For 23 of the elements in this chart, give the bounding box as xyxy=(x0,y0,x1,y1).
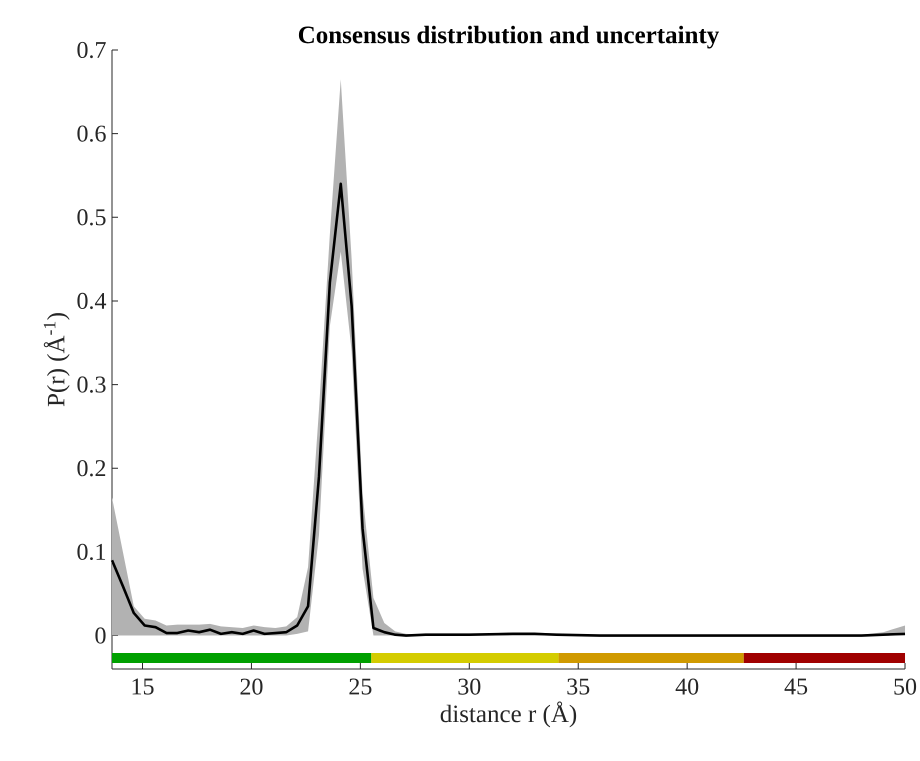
chart-title: Consensus distribution and uncertainty xyxy=(298,26,720,48)
y-tick-label: 0.5 xyxy=(77,209,106,226)
x-tick-label: 45 xyxy=(784,678,808,695)
y-tick-label: 0.6 xyxy=(77,125,106,142)
bar xyxy=(558,653,744,663)
x-tick-label: 25 xyxy=(349,678,372,695)
y-tick-label: 0.2 xyxy=(77,460,106,476)
bar xyxy=(744,653,906,663)
y-axis-title: P(r) (Å$^{-1}$) xyxy=(44,313,70,406)
x-tick-label: 40 xyxy=(676,678,698,695)
y-tick-label: 0 xyxy=(95,627,106,644)
x-tick-label: 30 xyxy=(458,678,480,695)
x-tick-label: 20 xyxy=(240,678,263,695)
y-tick-label: 0.7 xyxy=(77,42,106,58)
bar xyxy=(112,653,372,663)
y-tick-label: 0.1 xyxy=(77,544,106,560)
y-tick-label: 0.4 xyxy=(77,292,106,310)
y-tick-label: 0.3 xyxy=(77,376,106,393)
bar xyxy=(371,653,559,663)
x-tick-label: 15 xyxy=(132,678,154,695)
x-axis-title: distance r (Å) xyxy=(440,702,576,728)
x-tick-label: 50 xyxy=(894,678,916,695)
x-tick-label: 35 xyxy=(567,678,590,695)
